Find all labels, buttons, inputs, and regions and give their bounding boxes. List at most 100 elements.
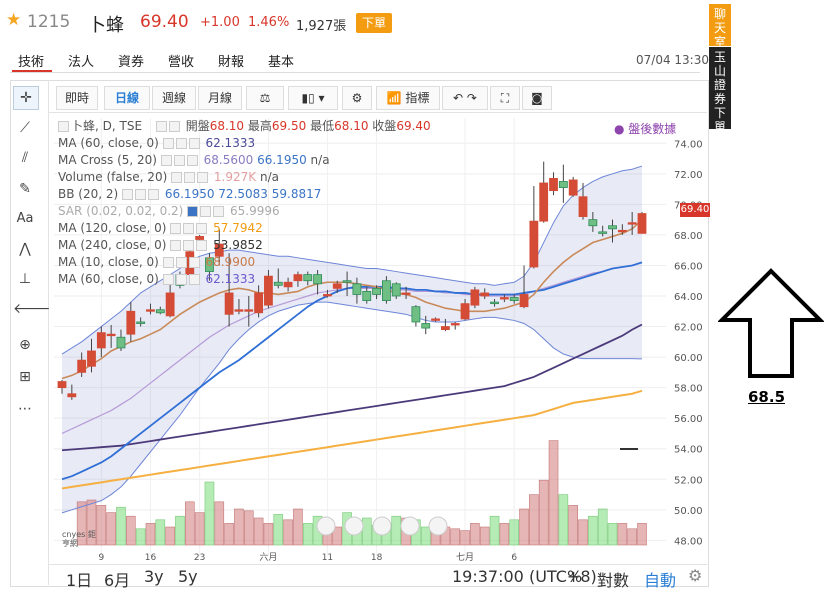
collapse-icon[interactable] xyxy=(58,121,69,132)
legend-ma60[interactable]: MA (60, close, 0) 62.1333 xyxy=(58,135,255,152)
range-6m[interactable]: 6月 xyxy=(104,571,131,590)
tab-financials[interactable]: 財報 xyxy=(218,55,245,70)
pattern-icon[interactable]: ⋀ xyxy=(19,241,31,257)
fullscreen-icon[interactable]: ⛶ xyxy=(490,86,520,110)
tab-institutional[interactable]: 法人 xyxy=(68,55,95,70)
zoom-reset-icon[interactable] xyxy=(372,516,392,536)
trendline-icon[interactable]: ⟋ xyxy=(20,120,30,136)
legend-sar[interactable]: SAR (0.02, 0.02, 0.2) 65.9996 xyxy=(58,203,280,220)
legend-bb[interactable]: BB (20, 2) 66.1950 72.5083 59.8817 xyxy=(58,186,321,203)
range-1d[interactable]: 1日 xyxy=(66,571,93,590)
legend-option-icon[interactable] xyxy=(175,257,187,268)
legend-option-icon[interactable] xyxy=(183,223,195,234)
zoom-in-icon[interactable]: ⊕ xyxy=(19,337,31,353)
legend-option-icon[interactable] xyxy=(183,240,195,251)
crosshair-icon[interactable]: ✛ xyxy=(13,86,39,110)
volume-bar xyxy=(588,515,598,546)
date-tick-label: 23 xyxy=(194,553,205,563)
chart-toolbar xyxy=(48,80,707,113)
settings-icon[interactable]: ⚙ xyxy=(342,86,372,110)
measure-icon[interactable]: ⊥ xyxy=(18,271,32,287)
legend-option-icon[interactable] xyxy=(188,138,200,149)
legend-volume[interactable]: Volume (false, 20) 1.927K n/a xyxy=(58,169,279,186)
legend-option-icon[interactable] xyxy=(175,138,187,149)
tab-basics[interactable]: 基本 xyxy=(268,55,295,70)
candle-body xyxy=(490,301,499,305)
legend-option-icon[interactable] xyxy=(160,155,172,166)
legend-option-icon[interactable] xyxy=(148,189,160,200)
legend-option-icon[interactable] xyxy=(188,257,200,268)
legend-main[interactable]: 卜蜂, D, TSE 開盤68.10 最高69.50 最低68.10 收盤69.… xyxy=(58,118,431,135)
range-5y[interactable]: 5y xyxy=(178,567,198,586)
candle-body xyxy=(106,333,116,337)
legend-option-icon[interactable] xyxy=(196,240,208,251)
legend-macross[interactable]: MA Cross (5, 20) 68.5600 66.1950 n/a xyxy=(58,152,330,169)
favorite-star-icon[interactable]: ★ xyxy=(6,10,22,30)
legend-option-icon[interactable] xyxy=(188,274,200,285)
ruler-icon[interactable]: ⊞ xyxy=(19,369,31,385)
tab-revenue[interactable]: 營收 xyxy=(168,55,195,70)
legend-option-icon[interactable] xyxy=(162,274,174,285)
legend-value: 72.5083 xyxy=(218,187,268,201)
compare-icon[interactable]: ⚖ xyxy=(246,86,284,110)
legend-option-icon[interactable] xyxy=(170,223,182,234)
legend-ma120[interactable]: MA (120, close, 0) 57.7942 xyxy=(58,220,263,237)
candle-body xyxy=(391,283,401,297)
weekly-button[interactable]: 週線 xyxy=(152,86,196,110)
text-tool-icon[interactable]: Aa xyxy=(16,211,34,226)
range-3y[interactable]: 3y xyxy=(144,567,164,586)
price-tick-label: 50.00 xyxy=(674,506,703,517)
legend-ma10[interactable]: MA (10, close, 0) 68.9900 xyxy=(58,254,255,271)
legend-option-icon[interactable] xyxy=(186,155,198,166)
monthly-button[interactable]: 月線 xyxy=(198,86,242,110)
legend-option-icon[interactable] xyxy=(155,121,167,132)
camera-icon[interactable]: ◙ xyxy=(522,86,552,110)
legend-option-icon[interactable] xyxy=(135,189,147,200)
esun-order-button[interactable]: 玉山證券下單 xyxy=(709,47,731,134)
chat-room-button[interactable]: 聊天室 xyxy=(709,4,731,49)
tab-technical[interactable]: 技術 xyxy=(18,55,45,70)
undo-redo-icon[interactable]: ↶ ↷ xyxy=(442,86,488,110)
order-button[interactable]: 下單 xyxy=(356,13,392,33)
legend-ma240[interactable]: MA (240, close, 0) 53.9852 xyxy=(58,237,263,254)
legend-option-icon[interactable] xyxy=(187,206,199,217)
legend-option-icon[interactable] xyxy=(184,172,196,183)
log-toggle[interactable]: 對數 xyxy=(597,571,630,590)
legend-option-icon[interactable] xyxy=(168,121,180,132)
legend-option-icon[interactable] xyxy=(196,223,208,234)
post-market-data[interactable]: ● 盤後數據 xyxy=(614,122,677,136)
volume-bar xyxy=(116,506,126,546)
legend-option-icon[interactable] xyxy=(171,172,183,183)
zoom-controls[interactable] xyxy=(316,516,448,536)
zoom-in-button-icon[interactable] xyxy=(400,516,420,536)
legend-option-icon[interactable] xyxy=(122,189,134,200)
indicators-button[interactable]: 📶 指標 xyxy=(376,86,440,110)
brush-icon[interactable]: ✎ xyxy=(19,181,31,197)
legend-option-icon[interactable] xyxy=(162,257,174,268)
percent-toggle[interactable]: % xyxy=(567,567,583,586)
more-icon[interactable]: ⋯ xyxy=(18,401,32,417)
candle-body xyxy=(96,332,106,349)
daily-button[interactable]: 日線 xyxy=(104,86,150,110)
legend-label: MA (120, close, 0) xyxy=(58,221,167,235)
legend-ma60-b[interactable]: MA (60, close, 0) 62.1333 xyxy=(58,271,255,288)
tab-margin[interactable]: 資券 xyxy=(118,55,145,70)
legend-option-icon[interactable] xyxy=(197,172,209,183)
zoom-out-icon[interactable] xyxy=(344,516,364,536)
legend-option-icon[interactable] xyxy=(200,206,212,217)
volume-bar xyxy=(479,526,490,546)
legend-option-icon[interactable] xyxy=(175,274,187,285)
chart-type-icon[interactable]: ▮▯ ▾ xyxy=(288,86,338,110)
legend-option-icon[interactable] xyxy=(213,206,225,217)
zoom-prev-icon[interactable] xyxy=(316,516,336,536)
legend-option-icon[interactable] xyxy=(170,240,182,251)
fib-icon[interactable]: ⫽ xyxy=(21,150,29,166)
auto-toggle[interactable]: 自動 xyxy=(644,571,677,590)
bottom-settings-icon[interactable]: ⚙ xyxy=(688,566,703,585)
legend-option-icon[interactable] xyxy=(173,155,185,166)
legend-option-icon[interactable] xyxy=(162,138,174,149)
intraday-button[interactable]: 即時 xyxy=(56,86,98,110)
zoom-next-icon[interactable] xyxy=(428,516,448,536)
volume-bar xyxy=(273,514,284,546)
